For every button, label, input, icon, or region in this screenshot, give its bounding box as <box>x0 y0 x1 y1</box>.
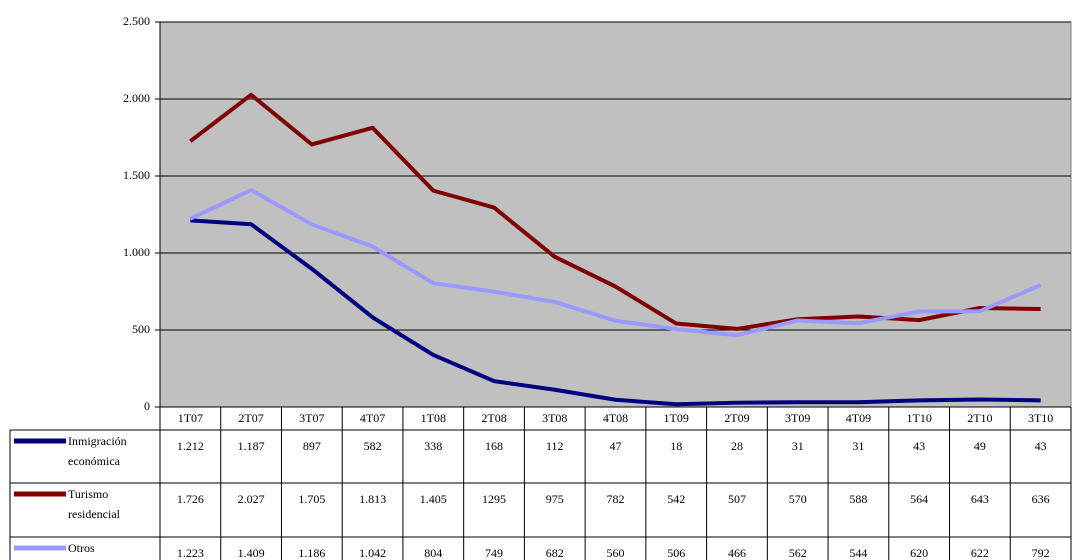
data-label: 338 <box>424 439 442 453</box>
data-label: 1.409 <box>238 546 265 560</box>
data-label: 622 <box>971 546 989 560</box>
y-tick-label: 1.500 <box>123 168 150 182</box>
y-tick-label: 1.000 <box>123 245 150 259</box>
data-label: 168 <box>485 439 503 453</box>
data-label: 749 <box>485 546 503 560</box>
x-tick-label: 3T09 <box>785 411 810 425</box>
data-label: 682 <box>546 546 564 560</box>
data-label: 43 <box>913 439 925 453</box>
data-label: 2.027 <box>238 492 265 506</box>
y-tick-label: 500 <box>132 322 150 336</box>
data-label: 49 <box>974 439 986 453</box>
data-label: 1.705 <box>298 492 325 506</box>
data-label: 588 <box>849 492 867 506</box>
data-label: 636 <box>1032 492 1050 506</box>
data-label: 31 <box>852 439 864 453</box>
y-tick-label: 2.500 <box>123 14 150 28</box>
y-tick-label: 2.000 <box>123 91 150 105</box>
x-tick-label: 2T07 <box>238 411 263 425</box>
data-label: 112 <box>546 439 564 453</box>
x-tick-label: 2T08 <box>481 411 506 425</box>
x-tick-label: 1T08 <box>421 411 446 425</box>
data-label: 620 <box>910 546 928 560</box>
data-label: 570 <box>789 492 807 506</box>
y-tick-label: 0 <box>144 399 150 413</box>
x-tick-label: 2T09 <box>724 411 749 425</box>
x-tick-label: 2T10 <box>967 411 992 425</box>
x-tick-label: 1T10 <box>906 411 931 425</box>
legend-label: Inmigración económica <box>68 434 127 468</box>
data-label: 564 <box>910 492 928 506</box>
data-label: 897 <box>303 439 321 453</box>
data-label: 582 <box>364 439 382 453</box>
x-tick-label: 3T10 <box>1028 411 1053 425</box>
x-tick-label: 4T09 <box>846 411 871 425</box>
data-label: 47 <box>610 439 622 453</box>
data-label: 43 <box>1035 439 1047 453</box>
x-tick-label: 3T08 <box>542 411 567 425</box>
data-label: 1295 <box>482 492 506 506</box>
data-label: 18 <box>670 439 682 453</box>
series-line <box>190 218 1041 407</box>
data-label: 782 <box>607 492 625 506</box>
data-label: 1.405 <box>420 492 447 506</box>
legend-label: Turismo residencial <box>68 487 120 521</box>
data-label: 975 <box>546 492 564 506</box>
data-label: 1.212 <box>177 439 204 453</box>
data-label: 544 <box>849 546 867 560</box>
data-label: 562 <box>789 546 807 560</box>
x-tick-label: 4T07 <box>360 411 385 425</box>
legend-label: Otros <box>68 541 95 555</box>
data-label: 643 <box>971 492 989 506</box>
data-label: 506 <box>667 546 685 560</box>
data-label: 466 <box>728 546 746 560</box>
data-label: 1.223 <box>177 546 204 560</box>
data-label: 560 <box>607 546 625 560</box>
plot-area <box>159 21 1072 408</box>
x-tick-label: 4T08 <box>603 411 628 425</box>
data-label: 1.042 <box>359 546 386 560</box>
data-label: 1.186 <box>298 546 325 560</box>
data-label: 31 <box>792 439 804 453</box>
data-label: 507 <box>728 492 746 506</box>
data-label: 28 <box>731 439 743 453</box>
data-label: 1.813 <box>359 492 386 506</box>
data-label: 1.726 <box>177 492 204 506</box>
x-tick-label: 1T07 <box>178 411 203 425</box>
data-label: 792 <box>1032 546 1050 560</box>
data-label: 542 <box>667 492 685 506</box>
x-tick-label: 3T07 <box>299 411 324 425</box>
data-label: 804 <box>424 546 442 560</box>
data-label: 1.187 <box>238 439 265 453</box>
series-line <box>189 188 1042 338</box>
x-tick-label: 1T09 <box>664 411 689 425</box>
series-line <box>189 92 1041 331</box>
